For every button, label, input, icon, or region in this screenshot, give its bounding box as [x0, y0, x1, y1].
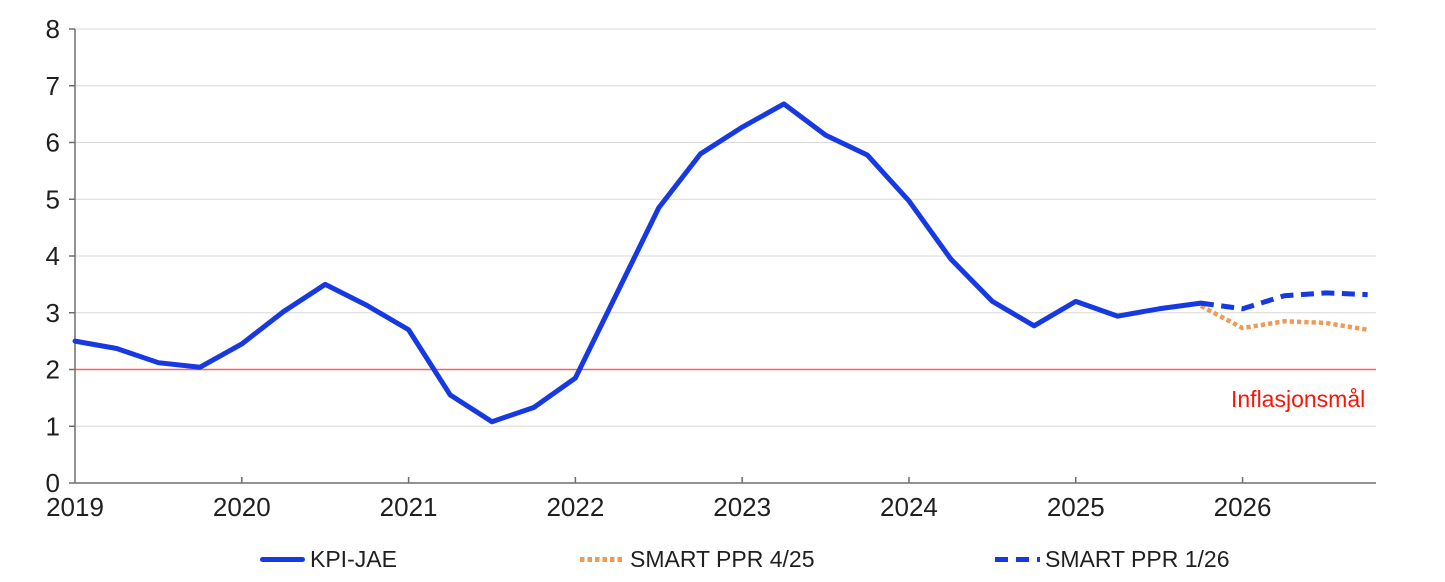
- svg-text:2021: 2021: [380, 492, 438, 522]
- legend-item-smart-ppr-1-26: SMART PPR 1/26: [995, 546, 1230, 572]
- x-axis-labels: 2019 2020 2021 2022 2023 2024 2025 2026: [46, 492, 1271, 522]
- svg-text:2022: 2022: [546, 492, 604, 522]
- svg-text:7: 7: [46, 71, 60, 101]
- svg-text:4: 4: [46, 241, 60, 271]
- legend-item-smart-ppr-4-25: SMART PPR 4/25: [580, 546, 815, 572]
- svg-text:2024: 2024: [880, 492, 938, 522]
- svg-text:2023: 2023: [713, 492, 771, 522]
- smart-ppr-1-26-line: [1200, 290, 1368, 312]
- inflation-target-label: Inflasjonsmål: [1231, 386, 1366, 412]
- gridlines: [75, 28, 1376, 427]
- dotted-line-swatch: [580, 556, 625, 562]
- svg-text:3: 3: [46, 298, 60, 328]
- legend-item-kpi-jae: KPI-JAE: [260, 546, 397, 572]
- svg-text:2: 2: [46, 355, 60, 385]
- svg-text:2025: 2025: [1047, 492, 1105, 522]
- legend-label-smart-ppr-4-25: SMART PPR 4/25: [630, 545, 815, 572]
- svg-text:8: 8: [46, 14, 60, 44]
- smart-ppr-4-25-line: [1199, 303, 1369, 332]
- svg-text:2019: 2019: [46, 492, 104, 522]
- svg-text:5: 5: [46, 184, 60, 214]
- y-axis-labels: 0 1 2 3 4 5 6 7 8: [46, 14, 60, 498]
- svg-text:0: 0: [46, 468, 60, 498]
- dashed-line-swatch: [995, 556, 1040, 562]
- legend-label-smart-ppr-1-26: SMART PPR 1/26: [1045, 545, 1230, 572]
- svg-text:2026: 2026: [1214, 492, 1272, 522]
- svg-text:2020: 2020: [213, 492, 271, 522]
- solid-line-swatch: [260, 556, 305, 562]
- legend-label-kpi-jae: KPI-JAE: [310, 545, 397, 572]
- svg-text:6: 6: [46, 128, 60, 158]
- kpi-jae-line: [72, 101, 1204, 425]
- axes: [69, 28, 1376, 484]
- inflation-line-chart: 0 1 2 3 4 5 6 7 8 2019 2020 2021 2022 2023 2024 2025 202…: [46, 14, 1376, 522]
- svg-text:1: 1: [46, 411, 60, 441]
